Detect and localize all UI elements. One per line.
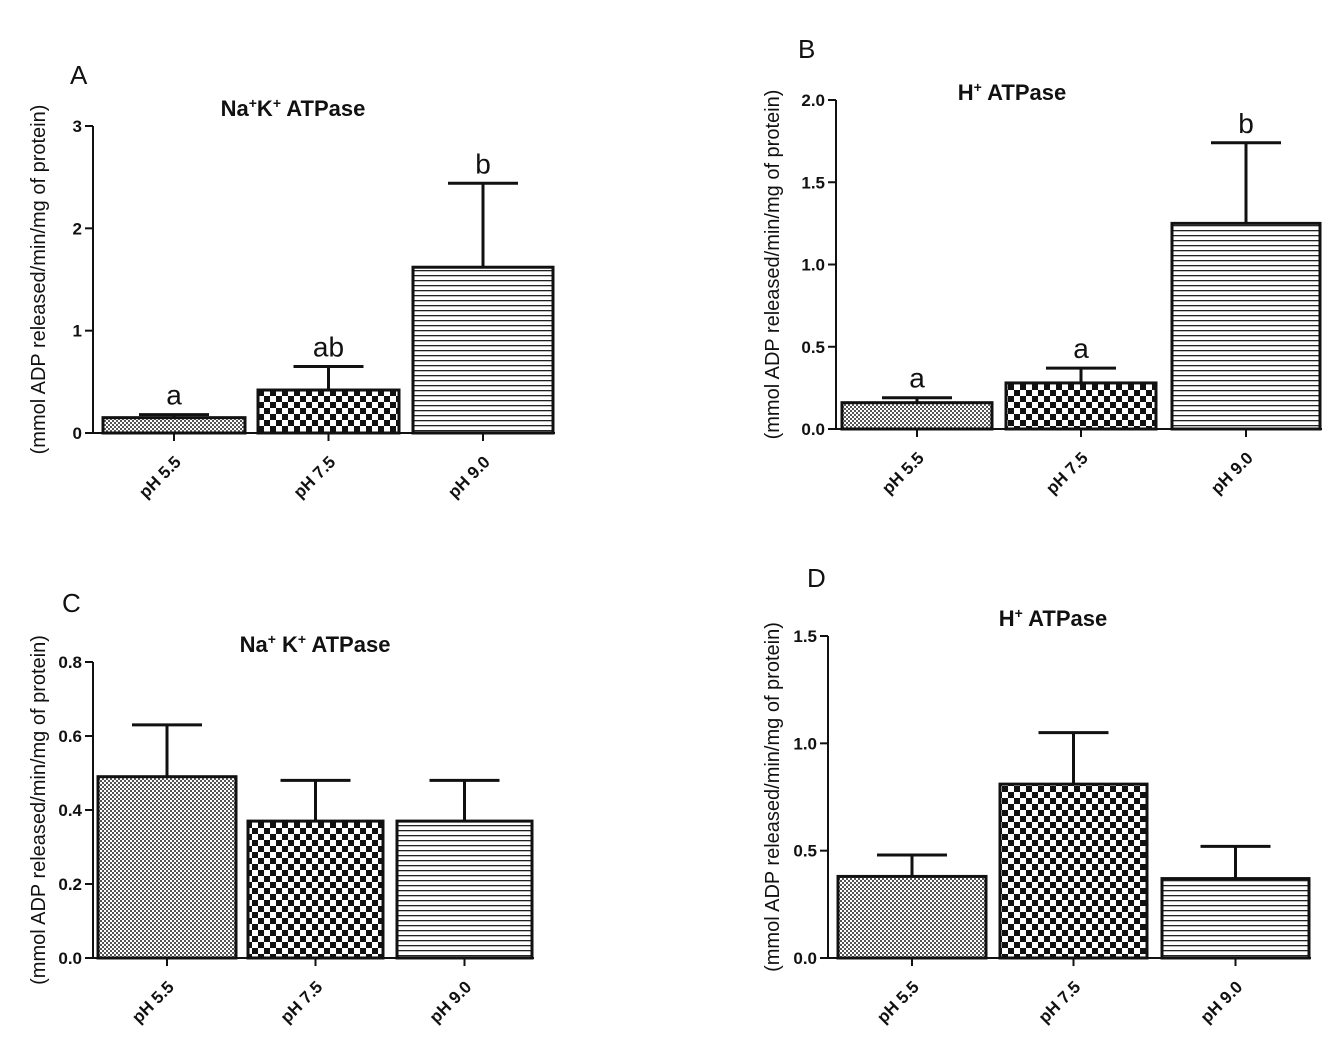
bar: [246, 819, 385, 960]
title-segment: Na: [240, 632, 269, 657]
chart-title: Na+ K+ ATPase: [240, 631, 391, 657]
chart-panel-a: ANa+K+ ATPase(mmol ADP released/min/mg o…: [28, 60, 555, 502]
title-segment: H: [958, 80, 974, 105]
title-segment: ATPase: [982, 80, 1066, 105]
y-axis-label: (mmol ADP released/min/mg of protein): [28, 105, 50, 455]
bar: [256, 388, 401, 435]
y-tick-label: 1.5: [801, 173, 825, 192]
y-tick-label: 0.8: [58, 653, 82, 672]
chart-title: H+ ATPase: [999, 605, 1107, 631]
y-axis-label: (mmol ADP released/min/mg of protein): [762, 90, 784, 440]
panel-letter: D: [807, 563, 826, 593]
significance-letter: b: [475, 148, 491, 179]
x-category-label: pH 9.0: [1197, 977, 1247, 1027]
x-category-label: pH 7.5: [1035, 977, 1085, 1027]
bar: [101, 416, 247, 435]
title-superscript: +: [249, 95, 257, 111]
bar: [96, 775, 238, 960]
significance-letter: a: [1073, 333, 1089, 364]
title-superscript: +: [974, 79, 982, 95]
y-tick-label: 0.2: [58, 875, 82, 894]
significance-letter: ab: [313, 331, 344, 362]
x-category-label: pH 5.5: [878, 448, 928, 498]
y-tick-label: 0.0: [801, 420, 825, 439]
y-tick-label: 0.4: [58, 801, 82, 820]
title-segment: Na: [221, 96, 250, 121]
chart-panel-c: CNa+ K+ ATPase(mmol ADP released/min/mg …: [28, 588, 534, 1027]
title-segment: K: [257, 96, 273, 121]
y-tick-label: 2: [73, 219, 82, 238]
bar: [836, 874, 988, 960]
y-tick-label: 0: [73, 424, 82, 443]
y-tick-label: 3: [73, 117, 82, 136]
title-segment: ATPase: [281, 96, 365, 121]
x-category-label: pH 5.5: [128, 977, 178, 1027]
title-segment: H: [999, 606, 1015, 631]
y-tick-label: 0.5: [793, 842, 817, 861]
x-category-label: pH 5.5: [873, 977, 923, 1027]
bar: [998, 782, 1149, 960]
panel-letter: B: [798, 34, 815, 64]
title-superscript: +: [268, 631, 276, 647]
bar: [1004, 381, 1158, 431]
y-tick-label: 2.0: [801, 91, 825, 110]
title-superscript: +: [273, 95, 281, 111]
title-superscript: +: [298, 631, 306, 647]
y-axis-label: (mmol ADP released/min/mg of protein): [28, 635, 50, 985]
y-tick-label: 1.0: [793, 734, 817, 753]
y-axis-label: (mmol ADP released/min/mg of protein): [762, 622, 784, 972]
bar: [411, 265, 555, 435]
x-category-label: pH 9.0: [426, 977, 476, 1027]
bar: [840, 401, 994, 431]
chart-panel-d: D H+ ATPase (mmol ADP released/min/mg of p…: [762, 563, 1311, 1027]
x-category-label: pH 7.5: [290, 452, 340, 502]
title-superscript: +: [1015, 605, 1023, 621]
title-segment: K: [276, 632, 298, 657]
x-category-label: pH 7.5: [1042, 448, 1092, 498]
x-category-label: pH 5.5: [135, 452, 185, 502]
title-segment: ATPase: [1023, 606, 1107, 631]
x-category-label: pH 9.0: [444, 452, 494, 502]
bar: [1170, 221, 1322, 431]
y-tick-label: 0.0: [793, 949, 817, 968]
bar: [395, 819, 534, 960]
chart-title: H+ ATPase: [958, 79, 1066, 105]
title-segment: ATPase: [306, 632, 390, 657]
y-tick-label: 1: [73, 322, 82, 341]
bar: [1160, 877, 1311, 960]
y-tick-label: 0.6: [58, 727, 82, 746]
x-category-label: pH 9.0: [1207, 448, 1257, 498]
y-tick-label: 1.5: [793, 627, 817, 646]
significance-letter: a: [909, 363, 925, 394]
y-tick-label: 1.0: [801, 256, 825, 275]
y-tick-label: 0.5: [801, 338, 825, 357]
significance-letter: b: [1238, 108, 1254, 139]
chart-panel-b: B H+ ATPase (mmol ADP released/min/mg of p…: [762, 34, 1322, 498]
panel-letter: C: [62, 588, 81, 618]
panel-letter: A: [70, 60, 88, 90]
significance-letter: a: [166, 380, 182, 411]
y-tick-label: 0.0: [58, 949, 82, 968]
chart-title: Na+K+ ATPase: [221, 95, 366, 121]
x-category-label: pH 7.5: [277, 977, 327, 1027]
